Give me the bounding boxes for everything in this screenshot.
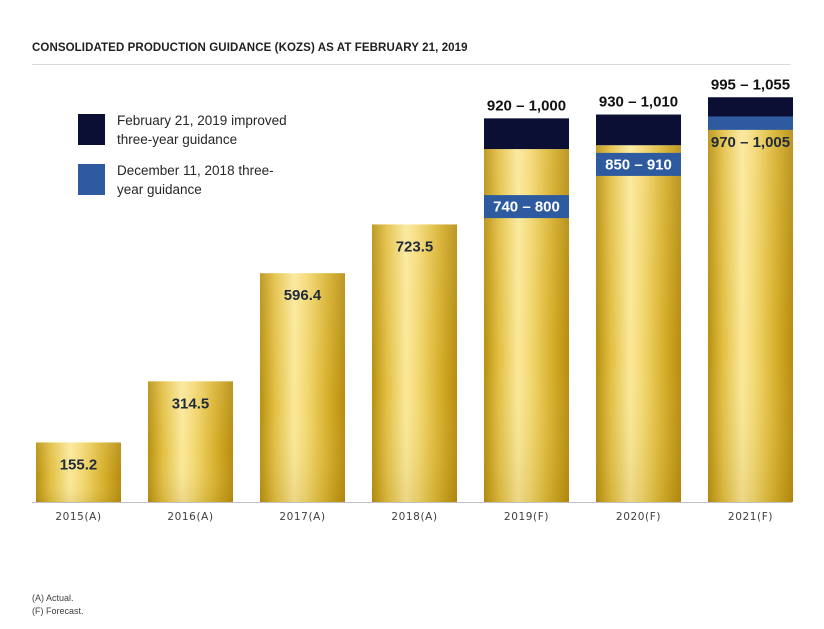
legend-label-previous-line1: December 11, 2018 three- <box>117 163 274 178</box>
legend-label-improved-line1: February 21, 2019 improved <box>117 113 287 128</box>
bar-shade-2021-f <box>708 120 793 503</box>
title-divider <box>32 64 790 65</box>
x-tick-2021-f: 2021(F) <box>728 511 773 523</box>
x-tick-2016-a: 2016(A) <box>167 511 213 523</box>
legend-label-previous-line2: year guidance <box>117 182 202 197</box>
legend-label-improved-line2: three-year guidance <box>117 132 238 147</box>
bar-shade-2018-a <box>372 224 457 502</box>
range-label-improved-2020-f: 930 – 1,010 <box>599 94 678 111</box>
x-tick-2019-f: 2019(F) <box>504 511 549 523</box>
chart-title: CONSOLIDATED PRODUCTION GUIDANCE (KOZS) … <box>32 42 468 54</box>
legend-label-improved: February 21, 2019 improved three-year gu… <box>117 111 347 149</box>
x-tick-2018-a: 2018(A) <box>391 511 437 523</box>
legend-swatch-improved <box>78 114 105 145</box>
data-label-2018-a: 723.5 <box>396 238 434 255</box>
x-tick-2017-a: 2017(A) <box>279 511 325 523</box>
legend-label-previous: December 11, 2018 three- year guidance <box>117 161 347 199</box>
range-previous-2020-f <box>596 152 681 176</box>
range-label-improved-2019-f: 920 – 1,000 <box>487 97 566 114</box>
bar-shade-2015-a <box>36 442 121 502</box>
data-label-2015-a: 155.2 <box>60 456 98 473</box>
range-label-previous-2021-f: 970 – 1,005 <box>711 134 790 151</box>
footnote-actual: (A) Actual. <box>32 593 74 603</box>
legend-swatch-previous <box>78 164 105 195</box>
data-label-2016-a: 314.5 <box>172 395 210 412</box>
bar-shade-2016-a <box>148 381 233 502</box>
data-label-2017-a: 596.4 <box>284 287 322 304</box>
footnote-forecast: (F) Forecast. <box>32 606 84 616</box>
range-previous-2019-f <box>484 195 569 219</box>
x-tick-2015-a: 2015(A) <box>55 511 101 523</box>
range-improved-2021-f <box>708 97 793 121</box>
bar-shade-2020-f <box>596 145 681 502</box>
x-tick-2020-f: 2020(F) <box>616 511 661 523</box>
range-improved-2019-f <box>484 118 569 150</box>
range-label-previous-2019-f: 740 – 800 <box>493 199 560 216</box>
bar-shade-2017-a <box>260 273 345 502</box>
range-label-previous-2020-f: 850 – 910 <box>605 156 672 173</box>
range-label-improved-2021-f: 995 – 1,055 <box>711 76 790 93</box>
range-previous-2021-f <box>708 116 793 130</box>
range-improved-2020-f <box>596 114 681 146</box>
